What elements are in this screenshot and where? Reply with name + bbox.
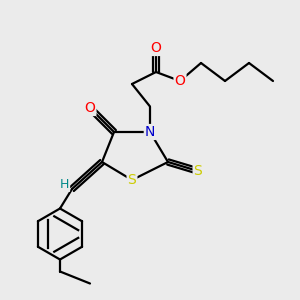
Text: H: H: [60, 178, 69, 191]
Text: O: O: [175, 74, 185, 88]
Text: S: S: [128, 173, 136, 187]
Text: S: S: [194, 164, 202, 178]
Text: O: O: [85, 101, 95, 115]
Text: O: O: [151, 41, 161, 55]
Text: N: N: [145, 125, 155, 139]
